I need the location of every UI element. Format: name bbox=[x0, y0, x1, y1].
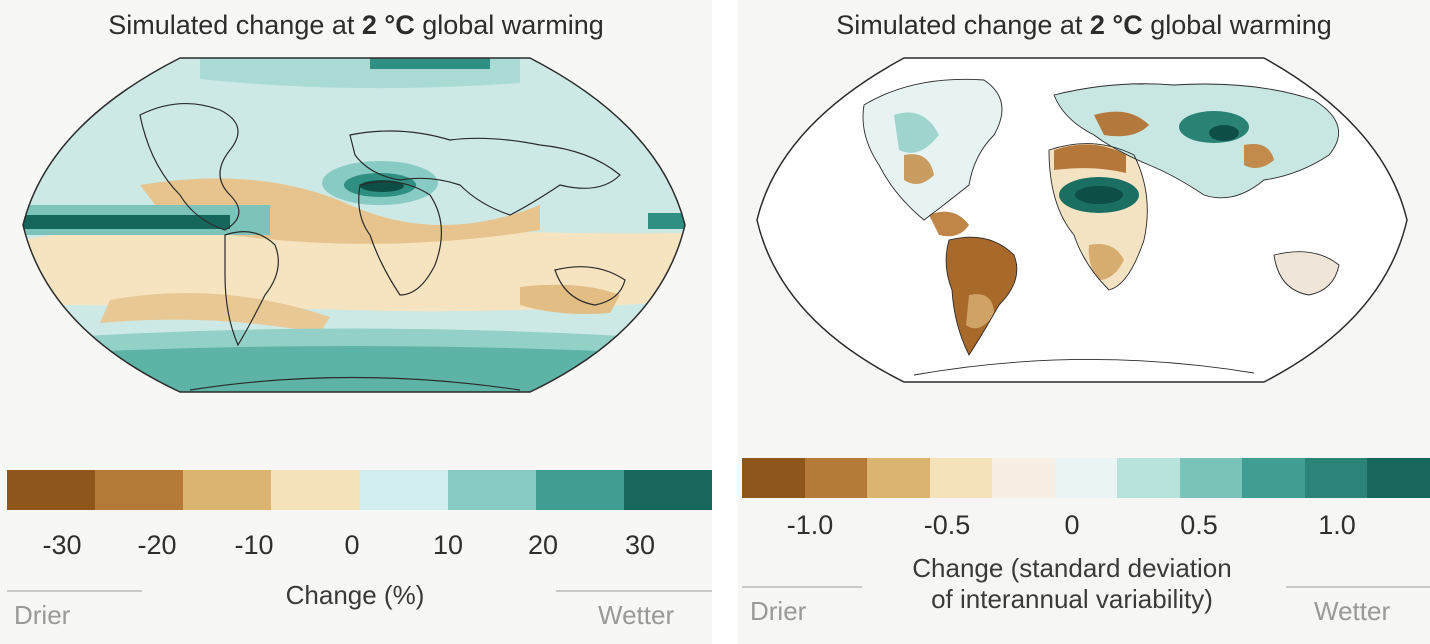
axis-label-line2: of interannual variability) bbox=[931, 584, 1213, 614]
wetter-rule bbox=[556, 590, 712, 592]
drier-label: Drier bbox=[750, 596, 807, 626]
colorbar-tick-label: -30 bbox=[42, 530, 82, 560]
colorbar-segment bbox=[1242, 458, 1305, 498]
colorbar-segment bbox=[867, 458, 930, 498]
drier-label: Drier bbox=[14, 600, 71, 630]
colorbar-tick-label: -10 bbox=[234, 530, 274, 560]
colorbar-segment bbox=[992, 458, 1055, 498]
wetter-rule bbox=[1286, 586, 1430, 588]
colorbar-segment bbox=[1054, 458, 1118, 498]
colorbar-tick-label: -1.0 bbox=[786, 510, 834, 540]
colorbar-segment bbox=[183, 470, 272, 510]
colorbar-tick-label: 0 bbox=[1064, 510, 1080, 540]
colorbar-segment bbox=[1117, 458, 1180, 498]
colorbar-segment bbox=[929, 458, 993, 498]
colorbar-segment bbox=[1367, 458, 1430, 498]
colorbar-segment bbox=[742, 458, 805, 498]
colorbar-tick-label: -20 bbox=[137, 530, 177, 560]
precip-change-map bbox=[756, 57, 1408, 383]
colorbar-tick-label: 20 bbox=[527, 530, 559, 560]
panel-precip-std: Simulated change at 2 °C global warming bbox=[738, 0, 1430, 644]
colorbar-tick-label: 10 bbox=[432, 530, 464, 560]
axis-label: Change (standard deviation of interannua… bbox=[872, 553, 1272, 615]
colorbar-segment bbox=[804, 458, 868, 498]
colorbar-tick-label: 30 bbox=[624, 530, 656, 560]
colorbar-tick-label: 0 bbox=[344, 530, 360, 560]
drier-rule bbox=[742, 586, 862, 588]
axis-label: Change (%) bbox=[285, 580, 425, 610]
axis-label-line1: Change (standard deviation bbox=[912, 553, 1232, 583]
colorbar-tick-label: 0.5 bbox=[1180, 510, 1218, 540]
wetter-label: Wetter bbox=[598, 600, 675, 630]
colorbar-segment bbox=[359, 470, 448, 510]
colorbar-segment bbox=[535, 470, 624, 510]
colorbar-segment bbox=[623, 470, 712, 510]
colorbar bbox=[7, 470, 712, 510]
colorbar bbox=[742, 458, 1430, 498]
colorbar-segment bbox=[1304, 458, 1368, 498]
colorbar-segment bbox=[95, 470, 184, 510]
panel-precip-percent: Simulated change at 2 °C global warming bbox=[0, 0, 712, 644]
colorbar-segment bbox=[447, 470, 536, 510]
drier-rule bbox=[7, 590, 142, 592]
wetter-label: Wetter bbox=[1314, 596, 1391, 626]
precip-change-map bbox=[22, 57, 686, 393]
colorbar-segment bbox=[1179, 458, 1243, 498]
panel-title: Simulated change at 2 °C global warming bbox=[836, 10, 1332, 40]
colorbar-segment bbox=[271, 470, 360, 510]
panel-title: Simulated change at 2 °C global warming bbox=[108, 10, 604, 40]
colorbar-tick-label: -0.5 bbox=[923, 510, 971, 540]
colorbar-tick-label: 1.0 bbox=[1318, 510, 1356, 540]
colorbar-segment bbox=[7, 470, 96, 510]
